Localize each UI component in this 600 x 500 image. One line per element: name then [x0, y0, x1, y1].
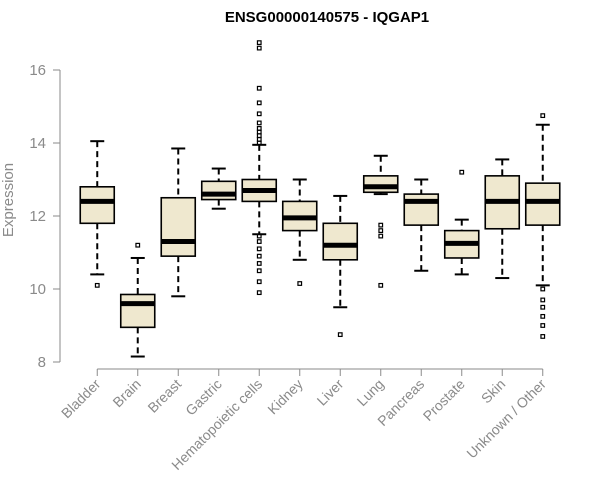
- boxes-group: [79, 40, 561, 358]
- outlier-point: [337, 332, 343, 338]
- box-iqr: [403, 193, 440, 226]
- outlier-point: [540, 297, 546, 303]
- x-tick-label: Skin: [478, 376, 509, 407]
- outlier-point: [94, 282, 100, 288]
- box-liver: [322, 194, 359, 338]
- outlier-point: [256, 140, 262, 146]
- outlier-point: [540, 304, 546, 310]
- box-pancreas: [403, 178, 440, 272]
- box-bladder: [79, 140, 116, 288]
- x-tick-label: Kidney: [264, 376, 306, 418]
- outlier-point: [135, 242, 141, 248]
- y-tick-label: 10: [29, 281, 46, 298]
- y-axis: 8 10 12 14 16: [29, 62, 61, 371]
- x-tick-label: Bladder: [58, 376, 104, 422]
- outlier-point: [256, 268, 262, 274]
- box-iqr: [79, 186, 116, 225]
- x-tick-label: Brain: [109, 376, 143, 410]
- box-hematopoietic-cells: [241, 40, 278, 296]
- outlier-point: [378, 282, 384, 288]
- box-iqr: [160, 196, 197, 257]
- box-kidney: [281, 178, 318, 286]
- box-iqr: [322, 222, 359, 261]
- box-iqr: [524, 182, 561, 226]
- box-brain: [119, 242, 156, 358]
- outlier-point: [256, 253, 262, 259]
- chart-title: ENSG00000140575 - IQGAP1: [225, 9, 429, 26]
- outlier-point: [378, 233, 384, 239]
- outlier-point: [540, 286, 546, 292]
- box-iqr: [119, 293, 156, 329]
- outlier-point: [540, 323, 546, 328]
- box-iqr: [200, 180, 237, 201]
- x-tick-label: Liver: [314, 376, 347, 409]
- outlier-point: [378, 228, 384, 234]
- outlier-point: [256, 279, 262, 285]
- outlier-point: [256, 261, 262, 266]
- box-unknown-other: [524, 113, 561, 339]
- outlier-point: [256, 239, 262, 244]
- box-skin: [484, 158, 521, 280]
- outlier-point: [256, 233, 262, 239]
- outlier-point: [540, 313, 546, 319]
- outlier-point: [256, 111, 262, 117]
- outlier-point: [256, 290, 262, 296]
- y-tick-label: 12: [29, 208, 46, 225]
- outlier-point: [256, 246, 262, 252]
- outlier-point: [540, 334, 546, 339]
- outlier-point: [256, 100, 262, 106]
- y-tick-label: 16: [29, 62, 46, 79]
- y-tick-label: 8: [38, 354, 46, 371]
- x-tick-label: Prostate: [420, 376, 468, 424]
- box-prostate: [443, 169, 480, 276]
- outlier-point: [256, 120, 262, 126]
- y-axis-label: Expression: [0, 163, 17, 237]
- outlier-point: [459, 169, 465, 175]
- outlier-point: [540, 113, 546, 119]
- outlier-point: [378, 222, 384, 228]
- outlier-point: [297, 281, 303, 286]
- outlier-point: [256, 40, 262, 46]
- x-tick-label: Lung: [354, 376, 387, 409]
- box-gastric: [200, 167, 237, 210]
- y-tick-label: 14: [29, 135, 46, 152]
- box-iqr: [362, 175, 399, 194]
- box-lung: [362, 154, 399, 288]
- x-tick-label: Breast: [144, 376, 184, 416]
- box-breast: [160, 147, 197, 298]
- outlier-point: [256, 45, 262, 51]
- outlier-point: [256, 85, 262, 91]
